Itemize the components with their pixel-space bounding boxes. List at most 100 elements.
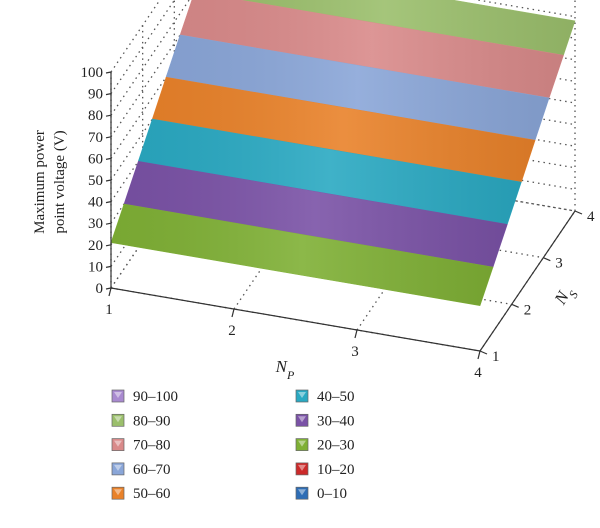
legend-swatch-gloss	[114, 489, 122, 496]
x-tick-labels: 1 2 3 4	[105, 302, 482, 381]
legend-swatch-gloss	[298, 392, 306, 398]
z-tick-label: 90	[88, 87, 103, 103]
surface-band-shade-80-90	[240, 0, 575, 56]
legend-swatch-gloss	[298, 464, 306, 471]
x-tick-mark-4	[477, 350, 481, 360]
legend-swatch	[295, 486, 309, 500]
y-tick-mark-1	[479, 350, 488, 355]
legend: 90–100 80–90 70–80 60–70 50–60 40–50 30–40 20–3…	[111, 389, 355, 502]
legend-item: 90–100	[111, 389, 178, 405]
legend-swatch	[111, 462, 125, 476]
legend-label: 10–20	[317, 462, 355, 478]
legend-swatch-gloss	[114, 416, 122, 423]
x-tick-label: 2	[228, 323, 236, 339]
legend-swatch	[295, 438, 309, 451]
y-tick-label: 3	[555, 256, 563, 272]
legend-item: 20–30	[295, 438, 355, 454]
x-tick-label: 3	[351, 344, 359, 360]
legend-label: 0–10	[317, 486, 347, 502]
legend-item: 10–20	[295, 462, 355, 478]
x-axis-line	[110, 287, 481, 352]
legend-swatch	[111, 389, 125, 403]
legend-item: 0–10	[295, 486, 347, 502]
surface-band-shade-70-80	[180, 0, 564, 98]
y-tick-mark-2	[511, 303, 519, 308]
y-tick-label: 2	[524, 302, 532, 318]
legend-label: 90–100	[133, 389, 178, 405]
floor-line-x-2	[233, 168, 330, 310]
legend-swatch-gloss	[298, 489, 306, 496]
z-tick-labels: 0 10 20 30 40 50 60 70 80 90 100	[81, 65, 104, 297]
legend-swatch-gloss	[114, 440, 122, 447]
z-tick-mark-10	[105, 265, 112, 268]
z-tick-label: 100	[81, 65, 104, 81]
z-tick-label: 20	[88, 238, 103, 254]
surface-band-shade-20-30	[111, 204, 493, 306]
legend-swatch	[111, 438, 125, 451]
z-tick-label: 70	[88, 130, 103, 146]
z-tick-mark-90	[105, 93, 112, 96]
legend-swatch	[295, 413, 309, 427]
surface-band-shade-40-50	[138, 119, 522, 225]
grid-line-z-90	[110, 0, 576, 94]
y-tick-label: 4	[587, 209, 595, 225]
legend-item: 40–50	[295, 389, 355, 405]
legend-label: 20–30	[317, 438, 355, 454]
floor-line-x-1	[110, 147, 207, 289]
legend-item: 80–90	[111, 413, 171, 429]
x-tick-mark-2	[231, 308, 235, 318]
legend-label: 40–50	[317, 389, 355, 405]
z-tick-mark-60	[105, 157, 112, 160]
y-axis-title: NS	[550, 283, 581, 311]
z-tick-label: 30	[88, 216, 103, 232]
z-tick-label: 40	[88, 195, 103, 211]
legend-label: 80–90	[133, 413, 171, 429]
z-tick-mark-70	[105, 136, 112, 139]
y-axis-line	[479, 210, 576, 352]
x-tick-label: 1	[105, 302, 113, 318]
surface-band-shade-30-40	[124, 161, 508, 268]
z-tick-mark-40	[105, 201, 112, 204]
legend-swatch	[295, 389, 309, 403]
z-tick-label: 0	[96, 281, 104, 297]
z-tick-mark-80	[105, 114, 112, 117]
legend-swatch-gloss	[114, 392, 122, 398]
z-tick-mark-20	[105, 244, 112, 247]
z-tick-mark-100	[105, 71, 112, 74]
x-tick-mark-1	[108, 287, 112, 297]
legend-item: 70–80	[111, 438, 171, 454]
legend-swatch	[111, 486, 125, 500]
z-tick-label: 60	[88, 151, 103, 167]
y-tick-labels: 1 2 3 4	[492, 209, 595, 365]
z-axis-title-line1: Maximum power	[32, 130, 48, 234]
legend-label: 60–70	[133, 462, 171, 478]
z-axis-title-line2: point voltage (V)	[52, 130, 68, 233]
surface-band-shade-50-60	[152, 77, 536, 183]
z-tick-label: 10	[88, 259, 103, 275]
legend-label: 30–40	[317, 413, 355, 429]
legend-item: 50–60	[111, 486, 171, 502]
legend-swatch	[295, 462, 309, 476]
legend-swatch	[111, 413, 125, 427]
legend-item: 30–40	[295, 413, 355, 429]
z-tick-mark-0	[105, 287, 112, 290]
x-axis-title: NP	[275, 357, 295, 382]
legend-swatch-gloss	[298, 440, 306, 447]
legend-swatch-gloss	[298, 416, 306, 423]
x-tick-label: 4	[474, 365, 482, 381]
z-tick-mark-30	[105, 222, 112, 225]
z-tick-mark-50	[105, 179, 112, 182]
legend-label: 50–60	[133, 486, 171, 502]
y-tick-mark-4	[574, 210, 583, 215]
x-tick-mark-3	[354, 329, 358, 339]
legend-swatch-gloss	[114, 464, 122, 471]
z-tick-label: 80	[88, 108, 103, 124]
y-tick-label: 1	[492, 349, 500, 365]
floor-line-x-3	[356, 189, 453, 331]
y-tick-mark-3	[543, 257, 551, 262]
surface	[110, 0, 576, 306]
legend-item: 60–70	[111, 462, 171, 478]
z-tick-label: 50	[88, 173, 103, 189]
surface-band-shade-60-70	[166, 35, 550, 141]
